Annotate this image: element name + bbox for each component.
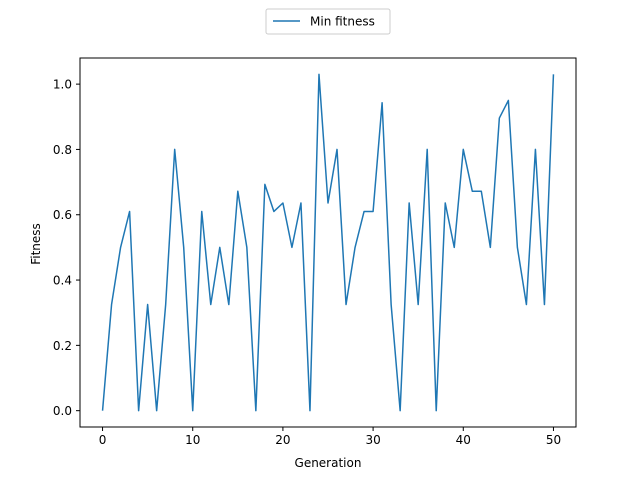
legend: Min fitness — [265, 8, 391, 35]
y-tick-label: 0.2 — [53, 339, 72, 353]
legend-frame — [265, 8, 391, 35]
series-line-0 — [101, 73, 555, 412]
y-tick-label: 0.4 — [53, 274, 72, 288]
x-tick-label: 40 — [456, 433, 471, 447]
axes-frame — [79, 57, 577, 428]
y-axis-label: Fitness — [29, 223, 43, 265]
y-tick-label: 0.0 — [53, 404, 72, 418]
x-tick-label: 30 — [365, 433, 380, 447]
y-tick-label: 0.6 — [53, 208, 72, 222]
x-tick-label: 20 — [275, 433, 290, 447]
legend-entry-min-fitness: Min fitness — [310, 15, 375, 29]
x-tick-label: 50 — [546, 433, 561, 447]
y-tick-label: 0.8 — [53, 143, 72, 157]
x-axis-label: Generation — [295, 456, 362, 470]
plot-area — [101, 73, 555, 412]
x-tick-label: 10 — [185, 433, 200, 447]
axes: 0 10 20 30 40 50 0.0 0.2 0.4 0.6 0.8 1.0 — [53, 57, 577, 447]
y-tick-label: 1.0 — [53, 78, 72, 92]
x-tick-label: 0 — [99, 433, 107, 447]
